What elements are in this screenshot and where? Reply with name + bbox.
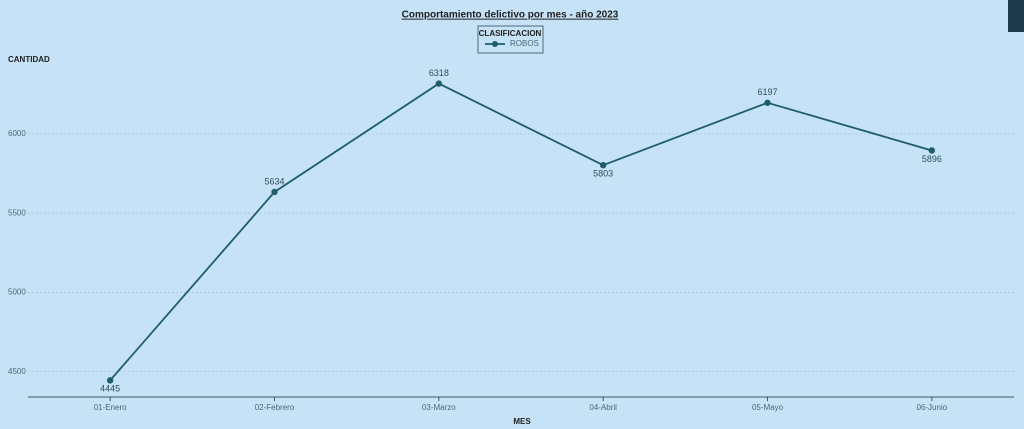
data-label: 6197 — [757, 87, 777, 97]
x-tick-label: 01-Enero — [94, 403, 127, 412]
x-axis-label: MES — [513, 417, 531, 426]
x-tick-label: 03-Marzo — [422, 403, 456, 412]
data-label: 5634 — [264, 176, 284, 186]
data-label: 5803 — [593, 169, 613, 179]
y-tick-label: 4500 — [8, 367, 26, 376]
x-tick-label: 05-Mayo — [752, 403, 784, 412]
y-tick-label: 5000 — [8, 288, 26, 297]
legend-box — [477, 25, 544, 54]
data-label: 5896 — [922, 154, 942, 164]
x-tick-label: 04-Abril — [589, 403, 617, 412]
data-label: 4445 — [100, 384, 120, 394]
data-point — [271, 188, 278, 196]
legend-title: CLASIFICACION — [479, 29, 542, 38]
y-tick-label: 6000 — [8, 129, 26, 138]
menu-icon[interactable] — [1008, 0, 1024, 32]
data-point — [599, 161, 607, 169]
data-point — [106, 377, 114, 384]
data-point — [764, 99, 771, 106]
legend-label: ROBOS — [510, 39, 539, 48]
series-line — [109, 82, 933, 381]
plot: 4500 5000 5500 6000 01-Enero 02-Febrero 03-Mar… — [8, 39, 1014, 412]
data-point — [928, 147, 936, 154]
chart-title: Comportamiento delictivo por mes - año 2… — [402, 10, 619, 21]
x-tick-label: 02-Febrero — [255, 403, 295, 412]
legend-marker — [492, 41, 498, 47]
y-tick-label: 5500 — [8, 208, 26, 217]
y-axis-label: CANTIDAD — [8, 55, 50, 64]
x-tick-label: 06-Junio — [916, 403, 947, 412]
data-label: 6318 — [429, 68, 449, 78]
data-point — [435, 80, 443, 87]
